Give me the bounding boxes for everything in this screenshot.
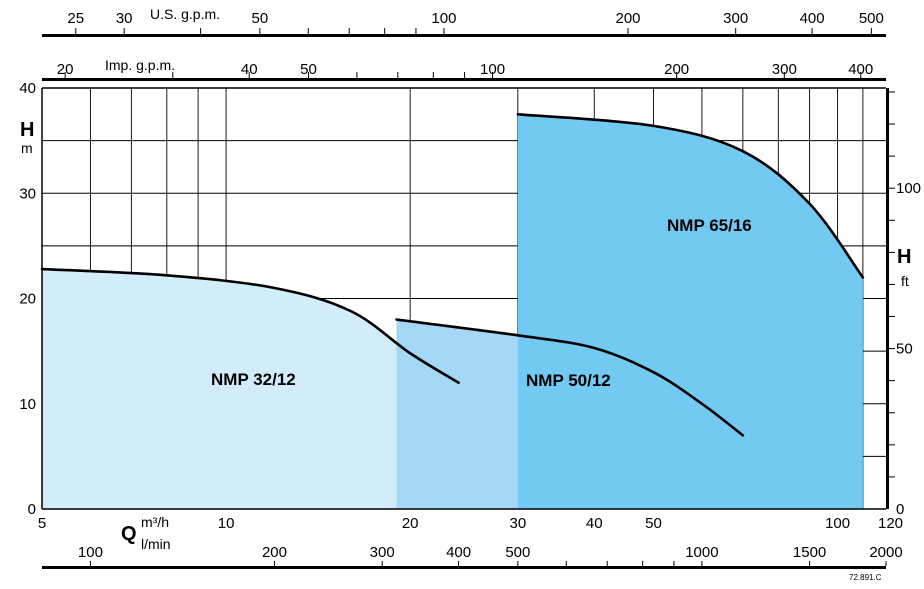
l-min-tick-label: 2000 (869, 544, 902, 561)
ft-axis-unit: ft (901, 273, 909, 289)
imp-gpm-scale-bar (42, 78, 886, 81)
series-label-1: NMP 32/12 (211, 370, 296, 389)
document-code: 72.891.C (849, 573, 882, 582)
right-axis-bar (886, 88, 889, 509)
imp-gpm-tick-label: 40 (241, 61, 258, 78)
y-axis-symbol: H (20, 119, 34, 141)
plot-frame (41, 28, 895, 569)
imp-gpm-label: Imp. g.p.m. (105, 57, 175, 73)
us-gpm-scale-bar (42, 34, 886, 37)
l-min-scale-bar (42, 566, 886, 569)
l-min-tick-label: 300 (370, 544, 395, 561)
series-line-2 (395, 318, 745, 437)
x-tick-label: 5 (38, 515, 46, 532)
l-min-tick-label: 500 (505, 544, 530, 561)
imp-gpm-tick-label: 300 (772, 61, 797, 78)
us-gpm-tick-label: 500 (859, 10, 884, 27)
us-gpm-tick-label: 50 (252, 10, 269, 27)
ft-axis-symbol: H (897, 246, 911, 268)
l-min-tick-label: 100 (78, 544, 103, 561)
l-min-tick-label: 400 (446, 544, 471, 561)
imp-gpm-tick-label: 400 (848, 61, 873, 78)
curve-lines (40, 113, 865, 437)
imp-gpm-tick-label: 200 (664, 61, 689, 78)
ft-tick-label: 100 (896, 180, 921, 197)
x-tick-label: 10 (218, 515, 235, 532)
us-gpm-label: U.S. g.p.m. (150, 6, 220, 22)
imp-gpm-tick-label: 100 (480, 61, 505, 78)
x-tick-label: 30 (509, 515, 526, 532)
curve-areas (42, 114, 863, 509)
l-min-tick-label: 1000 (685, 544, 718, 561)
series-area-1 (42, 269, 459, 509)
imp-gpm-tick-label: 20 (57, 61, 74, 78)
x-tick-label: 40 (586, 515, 603, 532)
series-area-3 (517, 114, 863, 509)
y-tick-label: 30 (19, 185, 36, 202)
l-min-tick-label: 200 (262, 544, 287, 561)
x-tick-label: 50 (645, 515, 662, 532)
y-tick-label: 20 (19, 291, 36, 308)
us-gpm-tick-label: 200 (616, 10, 641, 27)
x-tick-label: 20 (402, 515, 419, 532)
l-min-tick-label: 1500 (793, 544, 826, 561)
series-label-2: NMP 50/12 (526, 371, 611, 390)
y-tick-label: 40 (19, 80, 36, 97)
x-axis-symbol: Q (121, 523, 137, 545)
us-gpm-tick-label: 100 (431, 10, 456, 27)
us-gpm-tick-label: 30 (116, 10, 133, 27)
series-line-3 (516, 113, 865, 279)
ft-tick-label: 0 (896, 501, 904, 518)
x-tick-label: 120 (878, 515, 903, 532)
ft-tick-label: 50 (896, 341, 913, 358)
y-tick-label: 10 (19, 396, 36, 413)
series-line-1 (40, 267, 460, 384)
us-gpm-tick-label: 25 (67, 10, 84, 27)
x-axis-unit: m³/h (141, 514, 169, 530)
l-min-label: l/min (141, 536, 171, 552)
x-tick-label: 100 (825, 515, 850, 532)
us-gpm-tick-label: 300 (723, 10, 748, 27)
us-gpm-tick-label: 400 (800, 10, 825, 27)
y-axis-unit: m (21, 140, 33, 156)
y-tick-label: 0 (28, 501, 36, 518)
series-label-3: NMP 65/16 (667, 216, 752, 235)
imp-gpm-tick-label: 50 (300, 61, 317, 78)
labels: 0 10 20 30 40 Hm 0 50 100 Hft 5 10 20 30 40 50 100 120 Qm³… (19, 6, 921, 582)
